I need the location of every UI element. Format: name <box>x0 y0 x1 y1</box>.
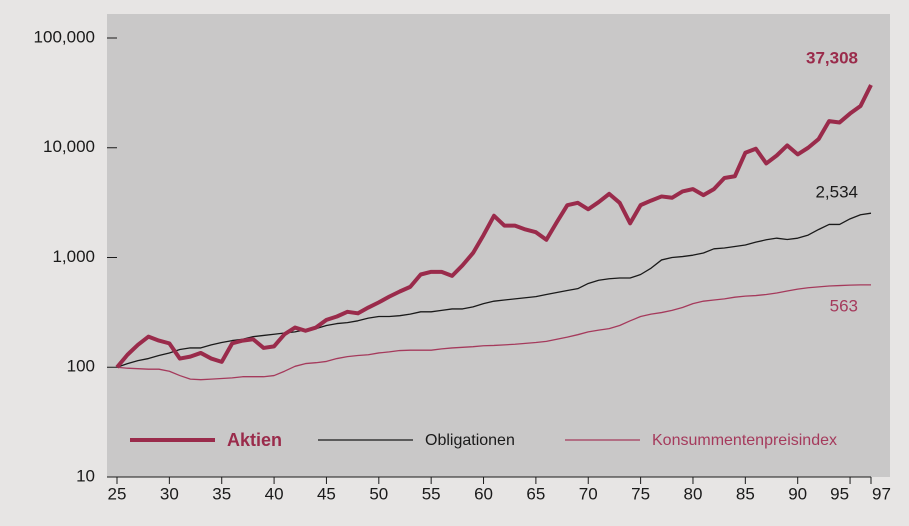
x-tick-label: 97 <box>872 484 891 503</box>
legend-label: Obligationen <box>425 432 515 449</box>
x-tick-label: 30 <box>160 484 179 503</box>
x-tick-label: 40 <box>265 484 284 503</box>
y-tick-label: 100,000 <box>34 27 95 46</box>
plot-area <box>107 14 890 477</box>
end-label: 2,534 <box>815 183 858 202</box>
x-tick-label: 55 <box>422 484 441 503</box>
end-label: 37,308 <box>806 48 858 67</box>
y-tick-label: 10 <box>76 466 95 485</box>
y-tick-label: 1,000 <box>52 247 95 266</box>
x-tick-label: 25 <box>108 484 127 503</box>
x-tick-label: 90 <box>788 484 807 503</box>
series-line <box>115 84 873 369</box>
x-tick-label: 85 <box>736 484 755 503</box>
series-line <box>116 284 871 381</box>
x-tick-label: 95 <box>830 484 849 503</box>
end-label: 563 <box>830 296 858 315</box>
legend-label: Konsummentenpreisindex <box>652 432 837 449</box>
x-tick-label: 80 <box>684 484 703 503</box>
y-tick-label: 100 <box>67 357 95 376</box>
x-tick-label: 45 <box>317 484 336 503</box>
x-tick-label: 50 <box>369 484 388 503</box>
y-tick-label: 10,000 <box>43 137 95 156</box>
legend-label: Aktien <box>227 430 282 450</box>
x-tick-label: 35 <box>212 484 231 503</box>
x-tick-label: 65 <box>526 484 545 503</box>
x-tick-label: 60 <box>474 484 493 503</box>
x-tick-label: 70 <box>579 484 598 503</box>
x-tick-label: 75 <box>631 484 650 503</box>
